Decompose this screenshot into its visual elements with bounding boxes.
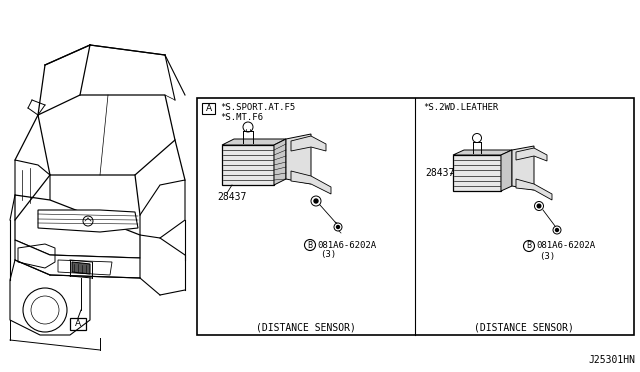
Text: *S.MT.F6: *S.MT.F6 xyxy=(220,113,263,122)
Text: 28437: 28437 xyxy=(425,168,454,178)
Polygon shape xyxy=(38,210,138,232)
Circle shape xyxy=(556,228,559,231)
Bar xyxy=(197,98,634,335)
Polygon shape xyxy=(140,180,185,238)
Text: (DISTANCE SENSOR): (DISTANCE SENSOR) xyxy=(256,322,356,332)
Text: 28437: 28437 xyxy=(217,192,246,202)
Text: A: A xyxy=(205,104,212,113)
Polygon shape xyxy=(286,134,311,184)
Polygon shape xyxy=(516,148,547,161)
Polygon shape xyxy=(512,146,534,190)
Polygon shape xyxy=(274,139,286,185)
Polygon shape xyxy=(291,136,326,151)
Polygon shape xyxy=(15,160,50,210)
Text: (DISTANCE SENSOR): (DISTANCE SENSOR) xyxy=(474,322,574,332)
Text: B: B xyxy=(307,241,312,250)
Text: (3): (3) xyxy=(539,251,555,260)
Polygon shape xyxy=(516,179,552,200)
Text: 081A6-6202A: 081A6-6202A xyxy=(317,241,376,250)
Polygon shape xyxy=(501,150,512,191)
Polygon shape xyxy=(222,139,286,145)
Circle shape xyxy=(537,204,541,208)
Text: (3): (3) xyxy=(320,250,336,260)
Bar xyxy=(222,145,274,185)
Bar xyxy=(202,103,215,114)
Polygon shape xyxy=(291,171,331,194)
Polygon shape xyxy=(453,150,512,155)
Polygon shape xyxy=(38,95,175,175)
Text: B: B xyxy=(527,241,532,250)
Text: *S.2WD.LEATHER: *S.2WD.LEATHER xyxy=(423,103,499,112)
Text: 081A6-6202A: 081A6-6202A xyxy=(536,241,595,250)
Text: J25301HN: J25301HN xyxy=(588,355,635,365)
Bar xyxy=(70,318,86,330)
Text: A: A xyxy=(75,320,81,328)
Polygon shape xyxy=(72,262,90,274)
Bar xyxy=(453,155,501,191)
Text: *S.SPORT.AT.F5: *S.SPORT.AT.F5 xyxy=(220,103,295,112)
Circle shape xyxy=(314,199,318,203)
Circle shape xyxy=(337,225,339,228)
Polygon shape xyxy=(15,240,140,278)
Polygon shape xyxy=(15,195,140,258)
